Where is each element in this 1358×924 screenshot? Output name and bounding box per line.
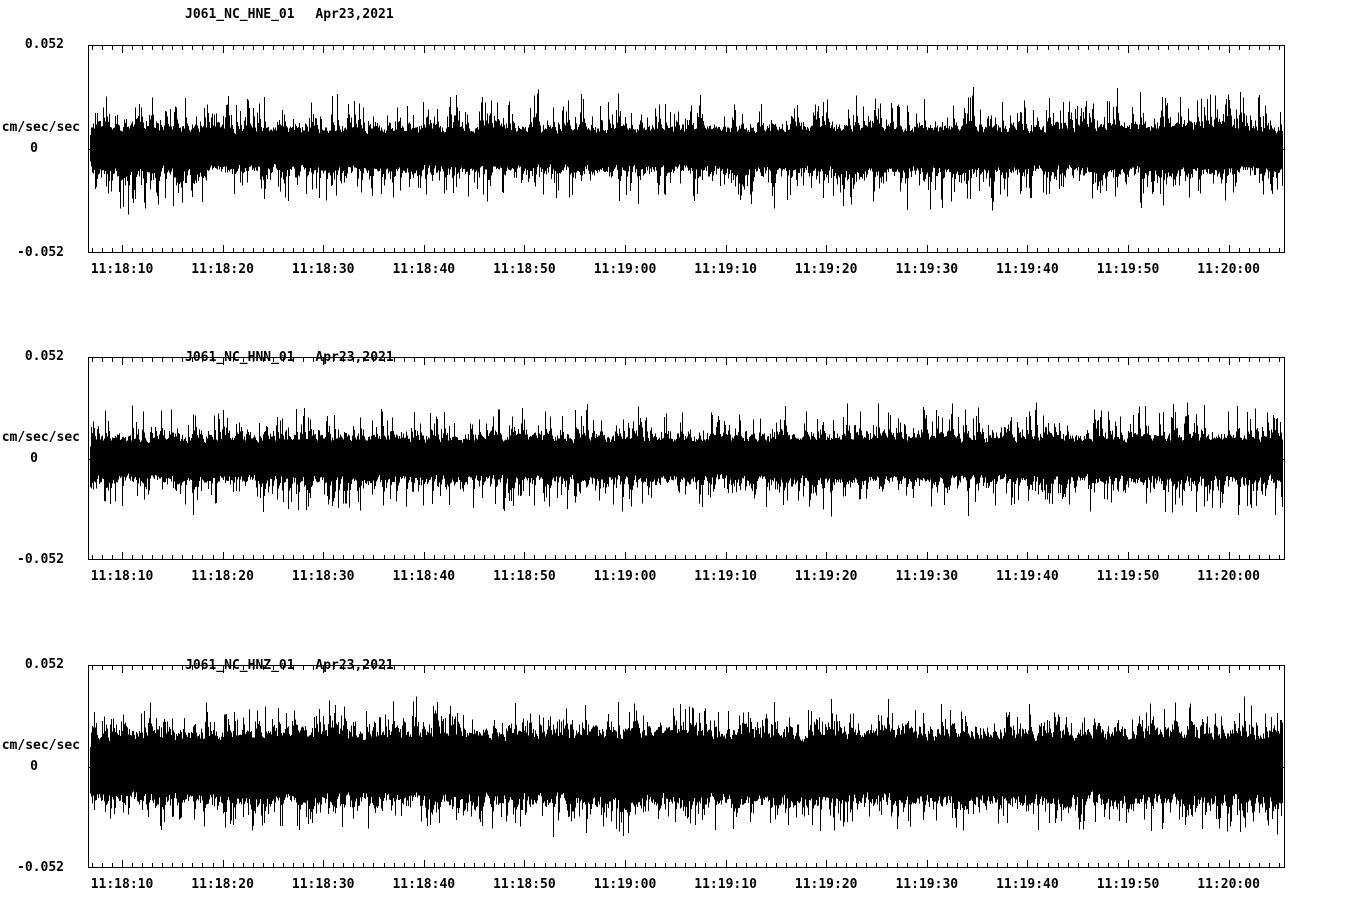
x-tick-label: 11:18:50 <box>493 877 556 892</box>
x-tick-label: 11:18:50 <box>493 569 556 584</box>
waveform-plot <box>88 45 1285 253</box>
x-tick-label: 11:18:10 <box>90 569 154 584</box>
x-tick-label: 11:18:40 <box>392 262 456 277</box>
y-zero-label: 0 <box>30 450 38 466</box>
axis-ticks <box>89 666 1284 867</box>
x-tick-label: 11:18:20 <box>191 262 254 277</box>
plot-frame <box>88 665 1285 868</box>
y-min-label: -0.052 <box>17 245 64 260</box>
y-axis-unit-label: cm/sec/sec <box>1 429 80 445</box>
plot-frame <box>88 357 1285 560</box>
y-min-label: -0.052 <box>17 860 64 875</box>
y-min-label: -0.052 <box>17 552 64 567</box>
x-tick-label: 11:18:50 <box>493 262 556 277</box>
trace-date: Apr23,2021 <box>315 7 394 22</box>
plot-frame <box>88 45 1285 253</box>
x-tick-label: 11:19:10 <box>694 262 757 277</box>
y-axis-unit-label: cm/sec/sec <box>1 737 80 753</box>
x-axis-tick-labels: 11:18:10 11:18:20 11:18:30 11:18:40 11:18:50… <box>0 569 1358 585</box>
x-tick-label: 11:19:40 <box>996 877 1059 892</box>
x-tick-label: 11:19:10 <box>694 569 757 584</box>
axis-ticks <box>89 358 1284 559</box>
x-tick-label: 11:18:40 <box>392 569 456 584</box>
y-max-label: 0.052 <box>24 37 64 52</box>
x-axis-tick-labels: 11:18:10 11:18:20 11:18:30 11:18:40 11:18:50… <box>0 877 1358 893</box>
x-tick-label: 11:19:30 <box>895 262 959 277</box>
x-tick-label: 11:19:50 <box>1096 569 1160 584</box>
x-tick-label: 11:19:50 <box>1096 262 1160 277</box>
y-zero-label: 0 <box>30 758 38 774</box>
waveform-trace <box>90 402 1283 517</box>
y-max-label: 0.052 <box>24 657 64 672</box>
x-tick-label: 11:19:10 <box>694 877 757 892</box>
waveform-plot <box>88 357 1285 560</box>
axis-ticks <box>89 46 1284 252</box>
x-tick-label: 11:18:30 <box>291 569 355 584</box>
x-tick-label: 11:19:20 <box>794 877 858 892</box>
waveform-trace <box>90 87 1283 215</box>
x-tick-label: 11:18:20 <box>191 877 254 892</box>
waveform-trace <box>90 696 1283 837</box>
x-tick-label: 11:19:40 <box>996 262 1059 277</box>
x-tick-label: 11:19:20 <box>794 569 858 584</box>
seismogram-panel-hne: J061_NC_HNE_01 Apr23,2021 0.052 cm/sec/s… <box>0 0 1358 308</box>
y-zero-label: 0 <box>30 141 38 156</box>
x-tick-label: 11:19:40 <box>996 569 1059 584</box>
seismogram-panel-hnn: J061_NC_HNN_01 Apr23,2021 0.052 cm/sec/s… <box>0 308 1358 616</box>
x-tick-label: 11:19:00 <box>593 877 657 892</box>
x-tick-label: 11:19:30 <box>895 877 959 892</box>
x-tick-label: 11:20:00 <box>1197 569 1260 584</box>
x-tick-label: 11:18:30 <box>291 262 355 277</box>
x-tick-label: 11:20:00 <box>1197 262 1260 277</box>
x-tick-label: 11:18:10 <box>90 262 154 277</box>
waveform-plot <box>88 665 1285 868</box>
y-max-label: 0.052 <box>24 349 64 364</box>
seismogram-panel-hnz: J061_NC_HNZ_01 Apr23,2021 0.052 cm/sec/s… <box>0 616 1358 924</box>
x-axis-tick-labels: 11:18:10 11:18:20 11:18:30 11:18:40 11:18:50… <box>0 262 1358 278</box>
x-tick-label: 11:18:10 <box>90 877 154 892</box>
x-tick-label: 11:18:40 <box>392 877 456 892</box>
x-tick-label: 11:18:20 <box>191 569 254 584</box>
x-tick-label: 11:20:00 <box>1197 877 1260 892</box>
trace-id: J061_NC_HNE_01 <box>185 7 295 22</box>
x-tick-label: 11:19:20 <box>794 262 858 277</box>
x-tick-label: 11:18:30 <box>291 877 355 892</box>
x-tick-label: 11:19:00 <box>593 262 657 277</box>
x-tick-label: 11:19:00 <box>593 569 657 584</box>
x-tick-label: 11:19:30 <box>895 569 959 584</box>
y-axis-unit-label: cm/sec/sec <box>1 120 80 135</box>
trace-header: J061_NC_HNE_01 Apr23,2021 <box>185 7 394 22</box>
x-tick-label: 11:19:50 <box>1096 877 1160 892</box>
